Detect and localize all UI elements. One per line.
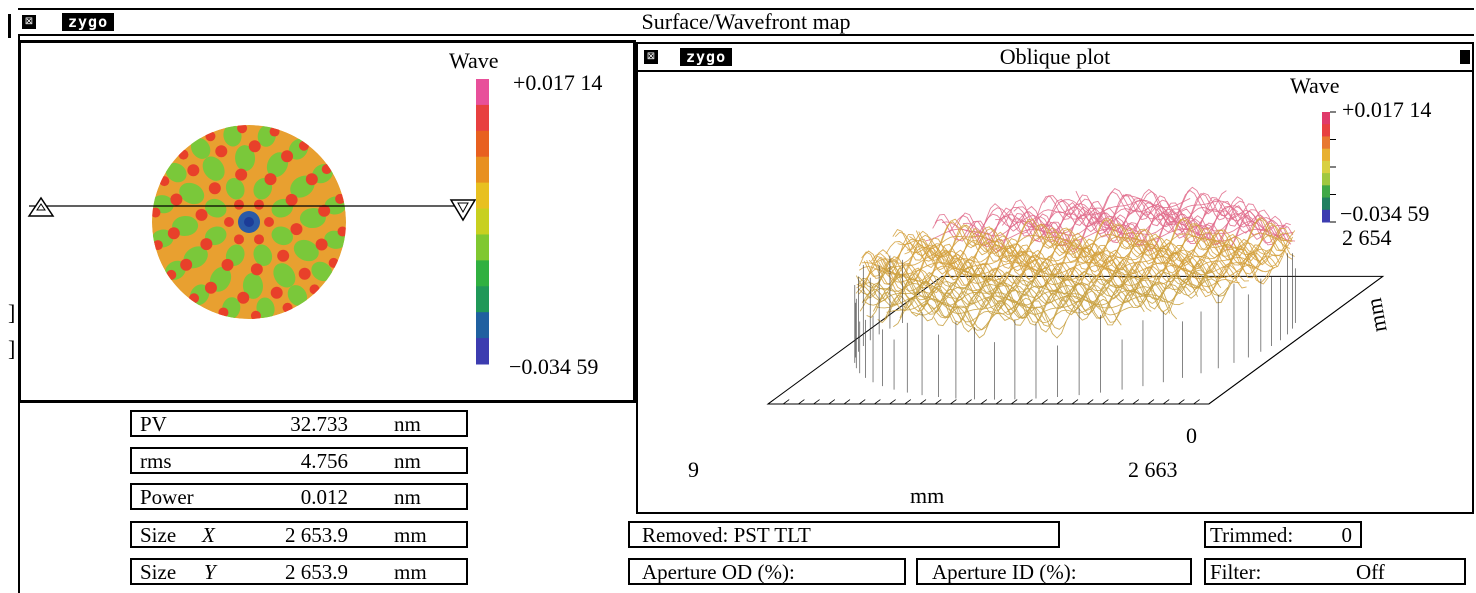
oblique-surface[interactable]	[766, 186, 1385, 405]
surface-map-svg	[27, 79, 489, 365]
profile-start-marker-icon[interactable]	[27, 196, 55, 217]
scale-title: Wave	[1290, 73, 1340, 98]
scale-band	[1322, 160, 1330, 174]
axis-x-end-label: 2 663	[1128, 457, 1178, 482]
scale-band	[476, 260, 489, 287]
scale-band	[476, 234, 489, 261]
scale-band	[476, 104, 489, 132]
scale-band	[476, 130, 489, 158]
scale-min-label: −0.034 59	[509, 354, 599, 379]
bracket-mark: ]	[8, 336, 16, 361]
scale-band	[476, 286, 489, 313]
scale-band	[476, 156, 489, 184]
oblique-title: Oblique plot	[999, 44, 1111, 69]
window-title: Surface/Wavefront map	[641, 9, 851, 34]
oblique-color-scale	[1322, 111, 1336, 223]
scale-band	[476, 208, 489, 235]
profile-end-marker-icon[interactable]	[449, 199, 477, 222]
oblique-plot-window[interactable]: ⊠ zygo Oblique plot Wave +0.017 14 −0.03…	[636, 42, 1474, 514]
scale-title: Wave	[449, 48, 499, 73]
removed-terms-box: Removed: PST TLT	[628, 521, 1060, 548]
stat-size-y: Size Y 2 653.9 mm	[130, 558, 468, 585]
scale-band	[1322, 185, 1330, 199]
window-edge	[8, 14, 11, 38]
stat-power: Power 0.012 nm	[130, 483, 468, 510]
scale-max-label: +0.017 14	[1342, 97, 1432, 122]
main-title-bar[interactable]: ⊠ zygo Surface/Wavefront map	[18, 8, 1474, 36]
scale-band	[476, 79, 489, 106]
scale-max-label: +0.017 14	[513, 70, 603, 95]
close-icon[interactable]: ⊠	[644, 50, 658, 64]
aperture-id-box: Aperture ID (%):	[916, 558, 1192, 585]
scale-band	[1322, 136, 1330, 150]
scale-band	[1322, 148, 1330, 162]
stat-rms: rms 4.756 nm	[130, 447, 468, 474]
axis-x-start-label: 9	[688, 457, 699, 482]
bracket-mark: ]	[8, 300, 16, 325]
scale-min-label: −0.034 59	[1340, 201, 1430, 226]
scale-band	[1322, 173, 1330, 186]
zygo-logo: zygo	[62, 13, 115, 31]
surface-map-disc[interactable]	[150, 123, 348, 321]
axis-y-end-label: 2 654	[1342, 225, 1392, 250]
close-icon[interactable]: ⊠	[22, 15, 36, 29]
scale-band	[1322, 197, 1330, 211]
scale-band	[476, 312, 489, 339]
aperture-od-box: Aperture OD (%):	[628, 558, 906, 585]
scale-band	[476, 182, 489, 210]
scale-band	[1322, 124, 1330, 137]
scale-band	[1322, 209, 1330, 223]
trimmed-box: Trimmed: 0	[1204, 521, 1362, 548]
surface-map-panel[interactable]: Wave +0.017 14 −0.034 59	[18, 40, 636, 403]
filter-box: Filter: Off	[1204, 558, 1466, 585]
stat-pv: PV 32.733 nm	[130, 410, 468, 437]
axis-x-title: mm	[910, 483, 945, 508]
zygo-logo: zygo	[680, 48, 733, 66]
axis-y-start-label: 0	[1186, 423, 1197, 448]
scale-band	[1322, 112, 1330, 125]
oblique-title-bar[interactable]: ⊠ zygo Oblique plot	[638, 44, 1472, 72]
surface-color-scale	[476, 79, 489, 365]
scale-band	[476, 338, 489, 365]
oblique-plot-svg	[766, 111, 1385, 405]
maximize-icon[interactable]	[1460, 50, 1470, 64]
oblique-axes	[768, 275, 1384, 405]
stat-size-x: Size X 2 653.9 mm	[130, 521, 468, 548]
